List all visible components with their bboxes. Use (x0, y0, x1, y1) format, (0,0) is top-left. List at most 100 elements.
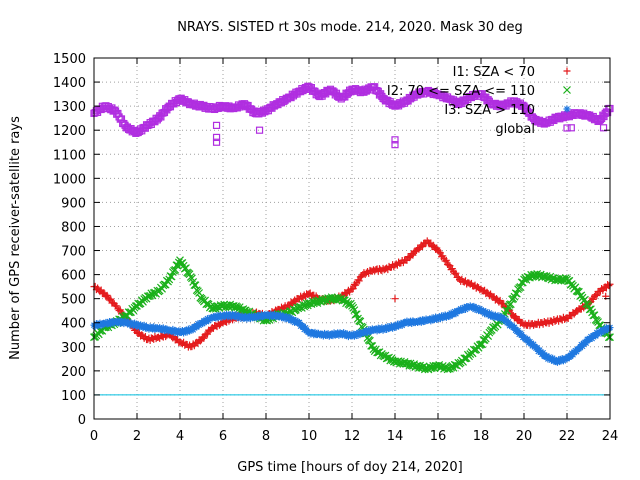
data-point (299, 322, 307, 330)
data-point (126, 321, 134, 329)
point-glyph (569, 351, 577, 359)
x-tick-label: 20 (516, 429, 533, 444)
point-glyph (116, 306, 124, 314)
point-glyph (299, 322, 307, 330)
data-point (270, 310, 278, 318)
y-tick-label: 0 (78, 413, 86, 428)
point-glyph (174, 329, 182, 337)
data-point (289, 316, 297, 324)
data-point (281, 315, 289, 323)
point-glyph (364, 329, 372, 337)
data-point (324, 330, 332, 338)
y-tick-label: 300 (61, 341, 86, 356)
data-point (452, 310, 460, 318)
outlier-point (212, 121, 221, 129)
y-tick-label: 1500 (53, 52, 86, 67)
data-point (195, 289, 204, 297)
data-point (295, 318, 303, 326)
data-point (171, 265, 180, 274)
data-point (590, 311, 599, 320)
point-glyph (351, 310, 360, 319)
point-glyph (579, 342, 587, 350)
x-tick-label: 14 (387, 429, 404, 444)
data-point (442, 256, 450, 264)
point-glyph (573, 348, 581, 356)
point-glyph (255, 126, 264, 134)
point-glyph (499, 314, 506, 322)
data-point (415, 245, 423, 253)
data-point (196, 337, 204, 345)
data-point (436, 315, 444, 323)
point-glyph (163, 325, 171, 333)
data-point (367, 341, 376, 350)
point-glyph (409, 251, 417, 259)
point-glyph (417, 318, 425, 326)
point-glyph (435, 248, 443, 256)
point-glyph (452, 310, 460, 318)
point-glyph (503, 306, 512, 315)
data-point (364, 329, 372, 337)
point-glyph (590, 311, 599, 320)
data-point (91, 322, 99, 330)
y-tick-label: 800 (61, 220, 86, 235)
point-glyph (100, 289, 108, 297)
point-glyph (543, 352, 551, 360)
y-tick-label: 1400 (53, 76, 86, 91)
data-point (120, 320, 128, 328)
data-point (223, 310, 231, 318)
data-point (167, 272, 176, 281)
point-glyph (288, 300, 296, 308)
point-glyph (589, 295, 597, 303)
data-point (512, 289, 521, 298)
point-glyph (460, 303, 468, 311)
data-point (604, 108, 612, 117)
data-point (200, 334, 208, 342)
data-point (589, 295, 597, 303)
point-glyph (432, 313, 440, 321)
x-tick-label: 2 (133, 429, 141, 444)
data-point (349, 303, 358, 312)
data-point (115, 317, 123, 325)
data-point (586, 335, 594, 343)
point-glyph (442, 256, 450, 264)
point-glyph (563, 124, 571, 132)
data-point (373, 327, 381, 335)
data-point (190, 281, 199, 290)
data-point (227, 313, 235, 321)
data-point (479, 307, 487, 315)
y-tick-label: 700 (61, 245, 86, 260)
data-point (490, 313, 498, 321)
point-glyph (256, 313, 264, 321)
data-point (593, 291, 601, 299)
x-tick-label: 10 (301, 429, 318, 444)
x-tick-label: 22 (559, 429, 576, 444)
point-glyph (604, 333, 613, 342)
legend-entry-3: I3: SZA > 110 (444, 103, 571, 118)
data-point (405, 254, 413, 262)
point-glyph (212, 121, 221, 129)
y-tick-label: 200 (61, 365, 86, 380)
point-glyph (436, 315, 444, 323)
point-glyph (227, 313, 235, 321)
data-point (479, 335, 488, 344)
data-point (418, 243, 426, 251)
point-glyph (576, 344, 584, 352)
legend-entry-1: I1: SZA < 70 (453, 65, 571, 80)
data-point (414, 364, 423, 372)
data-point (301, 324, 309, 332)
point-glyph (125, 318, 133, 326)
point-glyph (373, 327, 381, 335)
data-point (182, 264, 190, 272)
data-point (351, 310, 360, 319)
point-glyph (405, 254, 413, 262)
point-glyph (289, 316, 297, 324)
point-glyph (405, 361, 414, 370)
data-point (346, 299, 355, 308)
data-point (573, 348, 581, 356)
legend: I1: SZA < 70 I2: 70 <= SZA <= 110 I3: SZA … (387, 65, 571, 137)
data-point (378, 324, 386, 332)
data-point (169, 325, 177, 333)
point-glyph (107, 295, 115, 303)
point-glyph (516, 282, 525, 291)
data-point (417, 318, 425, 326)
